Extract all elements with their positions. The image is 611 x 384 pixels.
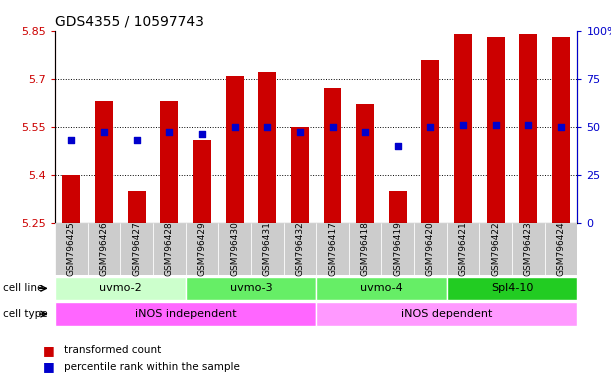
FancyBboxPatch shape xyxy=(251,223,284,275)
Bar xyxy=(160,101,178,223)
Point xyxy=(132,137,142,143)
Point xyxy=(230,124,240,130)
Text: uvmo-4: uvmo-4 xyxy=(360,283,403,293)
Point xyxy=(197,131,207,137)
Text: transformed count: transformed count xyxy=(64,345,161,355)
FancyBboxPatch shape xyxy=(316,276,447,300)
Text: cell type: cell type xyxy=(3,309,48,319)
Bar xyxy=(519,34,538,223)
Text: GSM796417: GSM796417 xyxy=(328,221,337,276)
Point xyxy=(426,124,436,130)
FancyBboxPatch shape xyxy=(381,223,414,275)
Point xyxy=(524,122,533,128)
Point xyxy=(360,129,370,136)
Point xyxy=(262,124,272,130)
FancyBboxPatch shape xyxy=(120,223,153,275)
FancyBboxPatch shape xyxy=(218,223,251,275)
Text: ■: ■ xyxy=(43,344,54,357)
Text: GSM796421: GSM796421 xyxy=(459,221,467,276)
Point xyxy=(458,122,468,128)
Bar xyxy=(422,60,439,223)
Bar xyxy=(324,88,342,223)
Text: uvmo-3: uvmo-3 xyxy=(230,283,273,293)
Text: iNOS dependent: iNOS dependent xyxy=(401,309,492,319)
Text: uvmo-2: uvmo-2 xyxy=(99,283,142,293)
Text: GSM796429: GSM796429 xyxy=(197,221,207,276)
Text: iNOS independent: iNOS independent xyxy=(135,309,236,319)
Bar xyxy=(193,139,211,223)
Text: GSM796431: GSM796431 xyxy=(263,221,272,276)
Bar xyxy=(291,127,309,223)
Bar xyxy=(95,101,113,223)
Text: ■: ■ xyxy=(43,360,54,373)
FancyBboxPatch shape xyxy=(414,223,447,275)
Bar xyxy=(128,191,145,223)
Text: GSM796423: GSM796423 xyxy=(524,221,533,276)
Point xyxy=(327,124,337,130)
Bar xyxy=(225,76,244,223)
Text: GSM796425: GSM796425 xyxy=(67,221,76,276)
Point xyxy=(164,129,174,136)
FancyBboxPatch shape xyxy=(447,276,577,300)
Point xyxy=(491,122,500,128)
Text: GSM796428: GSM796428 xyxy=(165,221,174,276)
FancyBboxPatch shape xyxy=(87,223,120,275)
Bar xyxy=(62,175,80,223)
Text: GSM796426: GSM796426 xyxy=(100,221,109,276)
Point xyxy=(295,129,305,136)
Text: GSM796418: GSM796418 xyxy=(360,221,370,276)
Point xyxy=(99,129,109,136)
Point xyxy=(556,124,566,130)
Bar xyxy=(487,37,505,223)
FancyBboxPatch shape xyxy=(55,302,316,326)
FancyBboxPatch shape xyxy=(153,223,186,275)
FancyBboxPatch shape xyxy=(480,223,512,275)
Text: percentile rank within the sample: percentile rank within the sample xyxy=(64,362,240,372)
Text: cell line: cell line xyxy=(3,283,43,293)
Text: GSM796422: GSM796422 xyxy=(491,221,500,276)
FancyBboxPatch shape xyxy=(349,223,381,275)
Text: GSM796424: GSM796424 xyxy=(557,221,566,276)
Bar xyxy=(389,191,407,223)
Point xyxy=(393,143,403,149)
Text: GSM796419: GSM796419 xyxy=(393,221,402,276)
FancyBboxPatch shape xyxy=(447,223,480,275)
Bar xyxy=(454,34,472,223)
FancyBboxPatch shape xyxy=(186,276,316,300)
Point xyxy=(67,137,76,143)
Text: GSM796432: GSM796432 xyxy=(295,221,304,276)
Bar xyxy=(258,72,276,223)
FancyBboxPatch shape xyxy=(55,276,186,300)
FancyBboxPatch shape xyxy=(186,223,218,275)
Bar xyxy=(356,104,374,223)
FancyBboxPatch shape xyxy=(545,223,577,275)
Text: GSM796430: GSM796430 xyxy=(230,221,239,276)
FancyBboxPatch shape xyxy=(284,223,316,275)
FancyBboxPatch shape xyxy=(512,223,545,275)
Text: GDS4355 / 10597743: GDS4355 / 10597743 xyxy=(55,14,204,28)
FancyBboxPatch shape xyxy=(316,223,349,275)
Text: Spl4-10: Spl4-10 xyxy=(491,283,533,293)
Bar xyxy=(552,37,570,223)
Text: GSM796427: GSM796427 xyxy=(132,221,141,276)
FancyBboxPatch shape xyxy=(316,302,577,326)
Text: GSM796420: GSM796420 xyxy=(426,221,435,276)
FancyBboxPatch shape xyxy=(55,223,87,275)
